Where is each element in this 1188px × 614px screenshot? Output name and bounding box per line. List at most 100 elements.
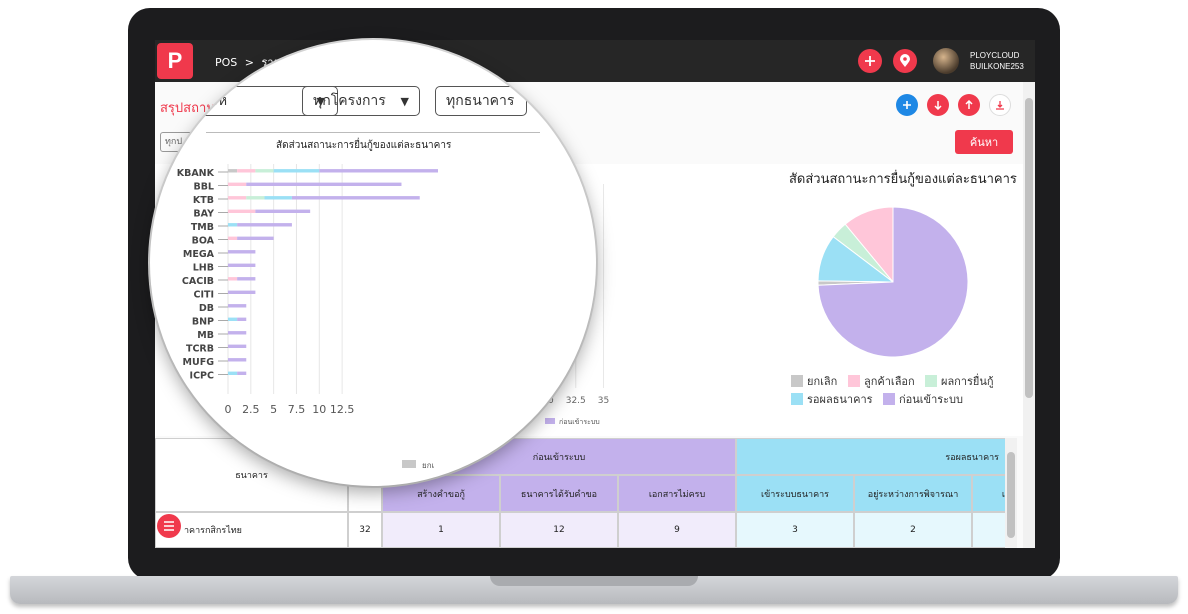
category-label: BAY xyxy=(193,209,214,220)
pie-legend-item[interactable]: ก่อนเข้าระบบ xyxy=(883,390,963,408)
category-label: TCRB xyxy=(186,344,214,355)
table-row-total: 32 xyxy=(348,512,382,548)
bar-segment xyxy=(228,290,256,294)
menu-icon xyxy=(164,521,174,531)
category-label: CACIB xyxy=(182,276,214,287)
bar-segment xyxy=(228,371,238,375)
x-tick-label: 10 xyxy=(312,403,326,416)
sort-up-button[interactable] xyxy=(958,94,980,116)
bar-segment xyxy=(228,250,256,254)
bar-segment xyxy=(228,169,238,173)
bar-segment xyxy=(255,169,274,173)
table-scrollbar-thumb[interactable] xyxy=(1007,452,1015,538)
category-label: ICPC xyxy=(190,371,214,382)
mag-select-1[interactable]: ิงห ▼ xyxy=(200,86,338,116)
category-label: MEGA xyxy=(183,249,215,260)
category-label: KBANK xyxy=(177,168,215,179)
x-tick-label: 32.5 xyxy=(566,396,586,406)
x-tick-label: 0 xyxy=(225,403,232,416)
bar-segment xyxy=(228,331,247,335)
table-row-review: 2 xyxy=(854,512,972,548)
avatar[interactable] xyxy=(933,48,959,74)
legend-label: ยกเ xyxy=(422,461,435,470)
category-label: BNP xyxy=(192,317,214,328)
add-button[interactable] xyxy=(858,49,882,73)
pie-legend-item[interactable]: ลูกค้าเลือก xyxy=(848,372,915,390)
breadcrumb-separator: > xyxy=(244,56,254,69)
x-tick-label: 7.5 xyxy=(288,403,306,416)
table-row-received: 12 xyxy=(500,512,618,548)
table-row-incomplete: 9 xyxy=(618,512,736,548)
pie-legend-item[interactable]: ผลการยื่นกู้ xyxy=(925,372,994,390)
location-button[interactable] xyxy=(893,49,917,73)
bar-segment xyxy=(228,182,247,186)
chevron-down-icon: ▼ xyxy=(400,94,409,108)
laptop-notch xyxy=(490,576,698,586)
download-button[interactable] xyxy=(989,94,1011,116)
table-row-partial xyxy=(972,512,1006,548)
add-record-button[interactable] xyxy=(896,94,918,116)
category-label: MUFG xyxy=(183,357,215,368)
user-code: BUILKONE253 xyxy=(970,62,1024,71)
legend-label: ยกเลิก xyxy=(807,375,838,388)
category-label: BBL xyxy=(193,182,214,193)
bar-segment xyxy=(237,371,247,375)
page-scrollbar-thumb[interactable] xyxy=(1025,98,1033,398)
bar-segment xyxy=(228,223,238,227)
legend-label: ก่อนเข้าระบบ xyxy=(899,393,964,406)
mag-select-bank-value: ทุกธนาคาร xyxy=(446,93,515,109)
bank-status-pie-chart xyxy=(817,206,969,358)
mag-select-project[interactable]: ทุกโครงการ ▼ xyxy=(302,86,420,116)
category-label: CITI xyxy=(193,290,214,301)
app-logo[interactable]: P xyxy=(157,43,193,79)
page-scrollbar[interactable] xyxy=(1023,82,1035,548)
legend-label: ผลการยื่นกู้ xyxy=(941,375,994,388)
arrow-up-icon xyxy=(965,100,973,109)
header-enter-bank: เข้าระบบธนาคาร xyxy=(736,475,854,512)
pie-legend-item[interactable]: รอผลธนาคาร xyxy=(791,390,873,408)
breadcrumb-pos[interactable]: POS xyxy=(215,56,238,69)
header-under-review: อยู่ระหว่างการพิจารณา xyxy=(854,475,972,512)
header-incomplete-docs: เอกสารไม่ครบ xyxy=(618,475,736,512)
x-tick-label: 35 xyxy=(598,396,609,406)
category-label: LHB xyxy=(193,263,214,274)
bar-segment xyxy=(273,169,320,173)
legend-label: ลูกค้าเลือก xyxy=(864,375,915,388)
user-info[interactable]: PLOYCLOUD BUILKONE253 xyxy=(970,50,1024,72)
legend-swatch xyxy=(545,418,555,424)
plus-icon xyxy=(903,101,911,109)
bar-chart-title: สัดส่วนสถานะการยื่นกู้ของแต่ละธนาคาร xyxy=(276,140,452,151)
bar-segment xyxy=(291,196,420,200)
header-partial: เ xyxy=(972,475,1006,512)
legend-swatch xyxy=(925,375,937,387)
divider xyxy=(206,132,540,133)
legend-swatch xyxy=(883,393,895,405)
category-label: DB xyxy=(199,303,214,314)
pie-chart-title: สัดส่วนสถานะการยื่นกู้ของแต่ละธนาคาร xyxy=(789,172,1017,187)
legend-swatch xyxy=(848,375,860,387)
category-label: BOA xyxy=(192,236,215,247)
bar-segment xyxy=(255,209,311,213)
pie-legend-item[interactable]: ยกเลิก xyxy=(791,372,837,390)
sort-down-button[interactable] xyxy=(927,94,949,116)
bar-segment xyxy=(228,263,256,267)
bar-segment xyxy=(228,236,238,240)
bar-segment xyxy=(237,236,274,240)
magnifier-lens: ิงห ▼ ทุกโครงการ ▼ ทุกธนาคาร สัดส่วนสถาน… xyxy=(150,40,596,486)
table-row-bank: าคารกสิกรไทย xyxy=(155,512,348,548)
legend-swatch xyxy=(791,393,803,405)
x-tick-label: 2.5 xyxy=(242,403,260,416)
search-button[interactable]: ค้นหา xyxy=(955,130,1013,154)
bar-segment xyxy=(237,317,247,321)
menu-button[interactable] xyxy=(157,514,181,538)
x-tick-label: 12.5 xyxy=(330,403,355,416)
table-row-enter: 3 xyxy=(736,512,854,548)
category-label: MB xyxy=(197,330,214,341)
bar-segment xyxy=(228,317,238,321)
mag-select-bank[interactable]: ทุกธนาคาร xyxy=(435,86,527,116)
header-bank-received: ธนาคารได้รับคำขอ xyxy=(500,475,618,512)
bar-segment xyxy=(237,169,256,173)
mag-select-project-value: ทุกโครงการ xyxy=(313,93,386,109)
table-scrollbar[interactable] xyxy=(1005,438,1017,548)
bar-segment xyxy=(228,358,247,362)
